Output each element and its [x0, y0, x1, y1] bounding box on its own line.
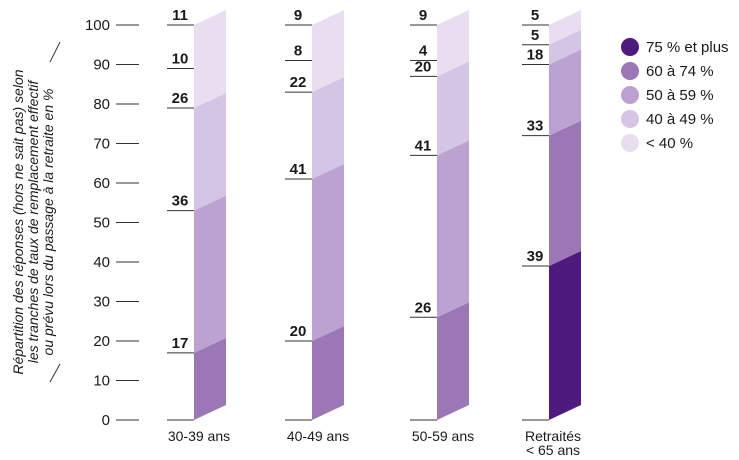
bar-segment — [312, 45, 344, 93]
bar-segment — [437, 61, 469, 156]
y-tick-label: 20 — [93, 333, 110, 350]
data-label: 17 — [172, 335, 189, 352]
legend-swatch — [621, 134, 639, 152]
data-label: 9 — [294, 7, 302, 24]
bar-segment — [549, 250, 581, 420]
bar-segment — [437, 45, 469, 77]
legend-label: 75 % et plus — [646, 39, 729, 56]
bars — [194, 10, 581, 420]
bar-segment — [194, 195, 226, 353]
y-tick-label: 40 — [93, 254, 110, 271]
data-label: 41 — [290, 161, 307, 178]
data-label: 36 — [172, 193, 189, 210]
y-tick-label: 80 — [93, 96, 110, 113]
bar-segment — [549, 49, 581, 136]
bar-segment — [549, 29, 581, 65]
data-label: 26 — [172, 90, 189, 107]
bar-segment — [194, 10, 226, 69]
data-label: 4 — [419, 43, 428, 60]
y-tick-label: 50 — [93, 215, 110, 232]
y-axis-title-line: ou prévu lors du passage à la retraite e… — [40, 89, 56, 356]
bar-segment — [437, 10, 469, 61]
legend: 75 % et plus 60 à 74 % 50 à 59 % 40 à 49 % <… — [621, 38, 729, 152]
category-labels: 30-39 ans 40-49 ans 50-59 ans Retraités< 65… — [168, 428, 581, 458]
data-label: 8 — [294, 43, 302, 60]
y-tick-label: 0 — [102, 412, 110, 429]
data-label: 18 — [527, 47, 544, 64]
bar-segment — [312, 77, 344, 180]
category-label: < 65 ans — [526, 442, 580, 458]
y-axis: 0 10 20 30 40 50 60 70 80 90 100 — [85, 17, 139, 429]
legend-swatch — [621, 86, 639, 104]
data-label: 5 — [531, 27, 539, 44]
y-axis-title-line: Répartition des réponses (hors ne sait p… — [10, 69, 26, 374]
legend-label: < 40 % — [646, 135, 693, 152]
y-tick-label: 90 — [93, 57, 110, 74]
data-label: 41 — [415, 137, 432, 154]
category-label: 30-39 ans — [168, 428, 230, 444]
y-axis-title-text: Répartition des réponses (hors ne sait p… — [10, 69, 56, 374]
y-axis-title-line: les tranches de taux de remplacement eff… — [25, 79, 41, 364]
legend-swatch — [621, 110, 639, 128]
data-label: 20 — [290, 323, 307, 340]
data-label: 5 — [531, 7, 539, 24]
y-tick-label: 70 — [93, 136, 110, 153]
bar-segment — [312, 10, 344, 61]
data-label: 20 — [415, 58, 432, 75]
data-label: 9 — [419, 7, 427, 24]
data-label: 10 — [172, 50, 189, 67]
category-label: 50-59 ans — [412, 428, 474, 444]
legend-label: 60 à 74 % — [646, 63, 714, 80]
bar-segment — [312, 164, 344, 341]
bar-segment — [194, 53, 226, 108]
bar-segment — [549, 10, 581, 45]
y-tick-label: 10 — [93, 373, 110, 390]
legend-label: 40 à 49 % — [646, 111, 714, 128]
data-label: 22 — [290, 74, 307, 91]
y-tick-label: 60 — [93, 175, 110, 192]
legend-label: 50 à 59 % — [646, 87, 714, 104]
y-tick-label: 30 — [93, 294, 110, 311]
category-label: 40-49 ans — [287, 428, 349, 444]
data-label: 39 — [527, 248, 544, 265]
legend-swatch — [621, 62, 639, 80]
y-title-bracket-bottom — [49, 363, 61, 383]
category-label: Retraités — [525, 428, 581, 444]
y-title-bracket-top — [49, 41, 61, 63]
bar-segment — [312, 326, 344, 420]
data-label: 26 — [415, 299, 432, 316]
bar-segment — [549, 120, 581, 266]
y-tick-label: 100 — [85, 17, 110, 34]
bar-segment — [194, 337, 226, 420]
data-label: 33 — [527, 118, 544, 135]
data-label: 11 — [172, 7, 188, 24]
bar-segment — [437, 140, 469, 318]
y-axis-title: Répartition des réponses (hors ne sait p… — [10, 41, 61, 383]
bar-segment — [194, 92, 226, 211]
legend-swatch — [621, 38, 639, 56]
bar-segment — [437, 302, 469, 420]
